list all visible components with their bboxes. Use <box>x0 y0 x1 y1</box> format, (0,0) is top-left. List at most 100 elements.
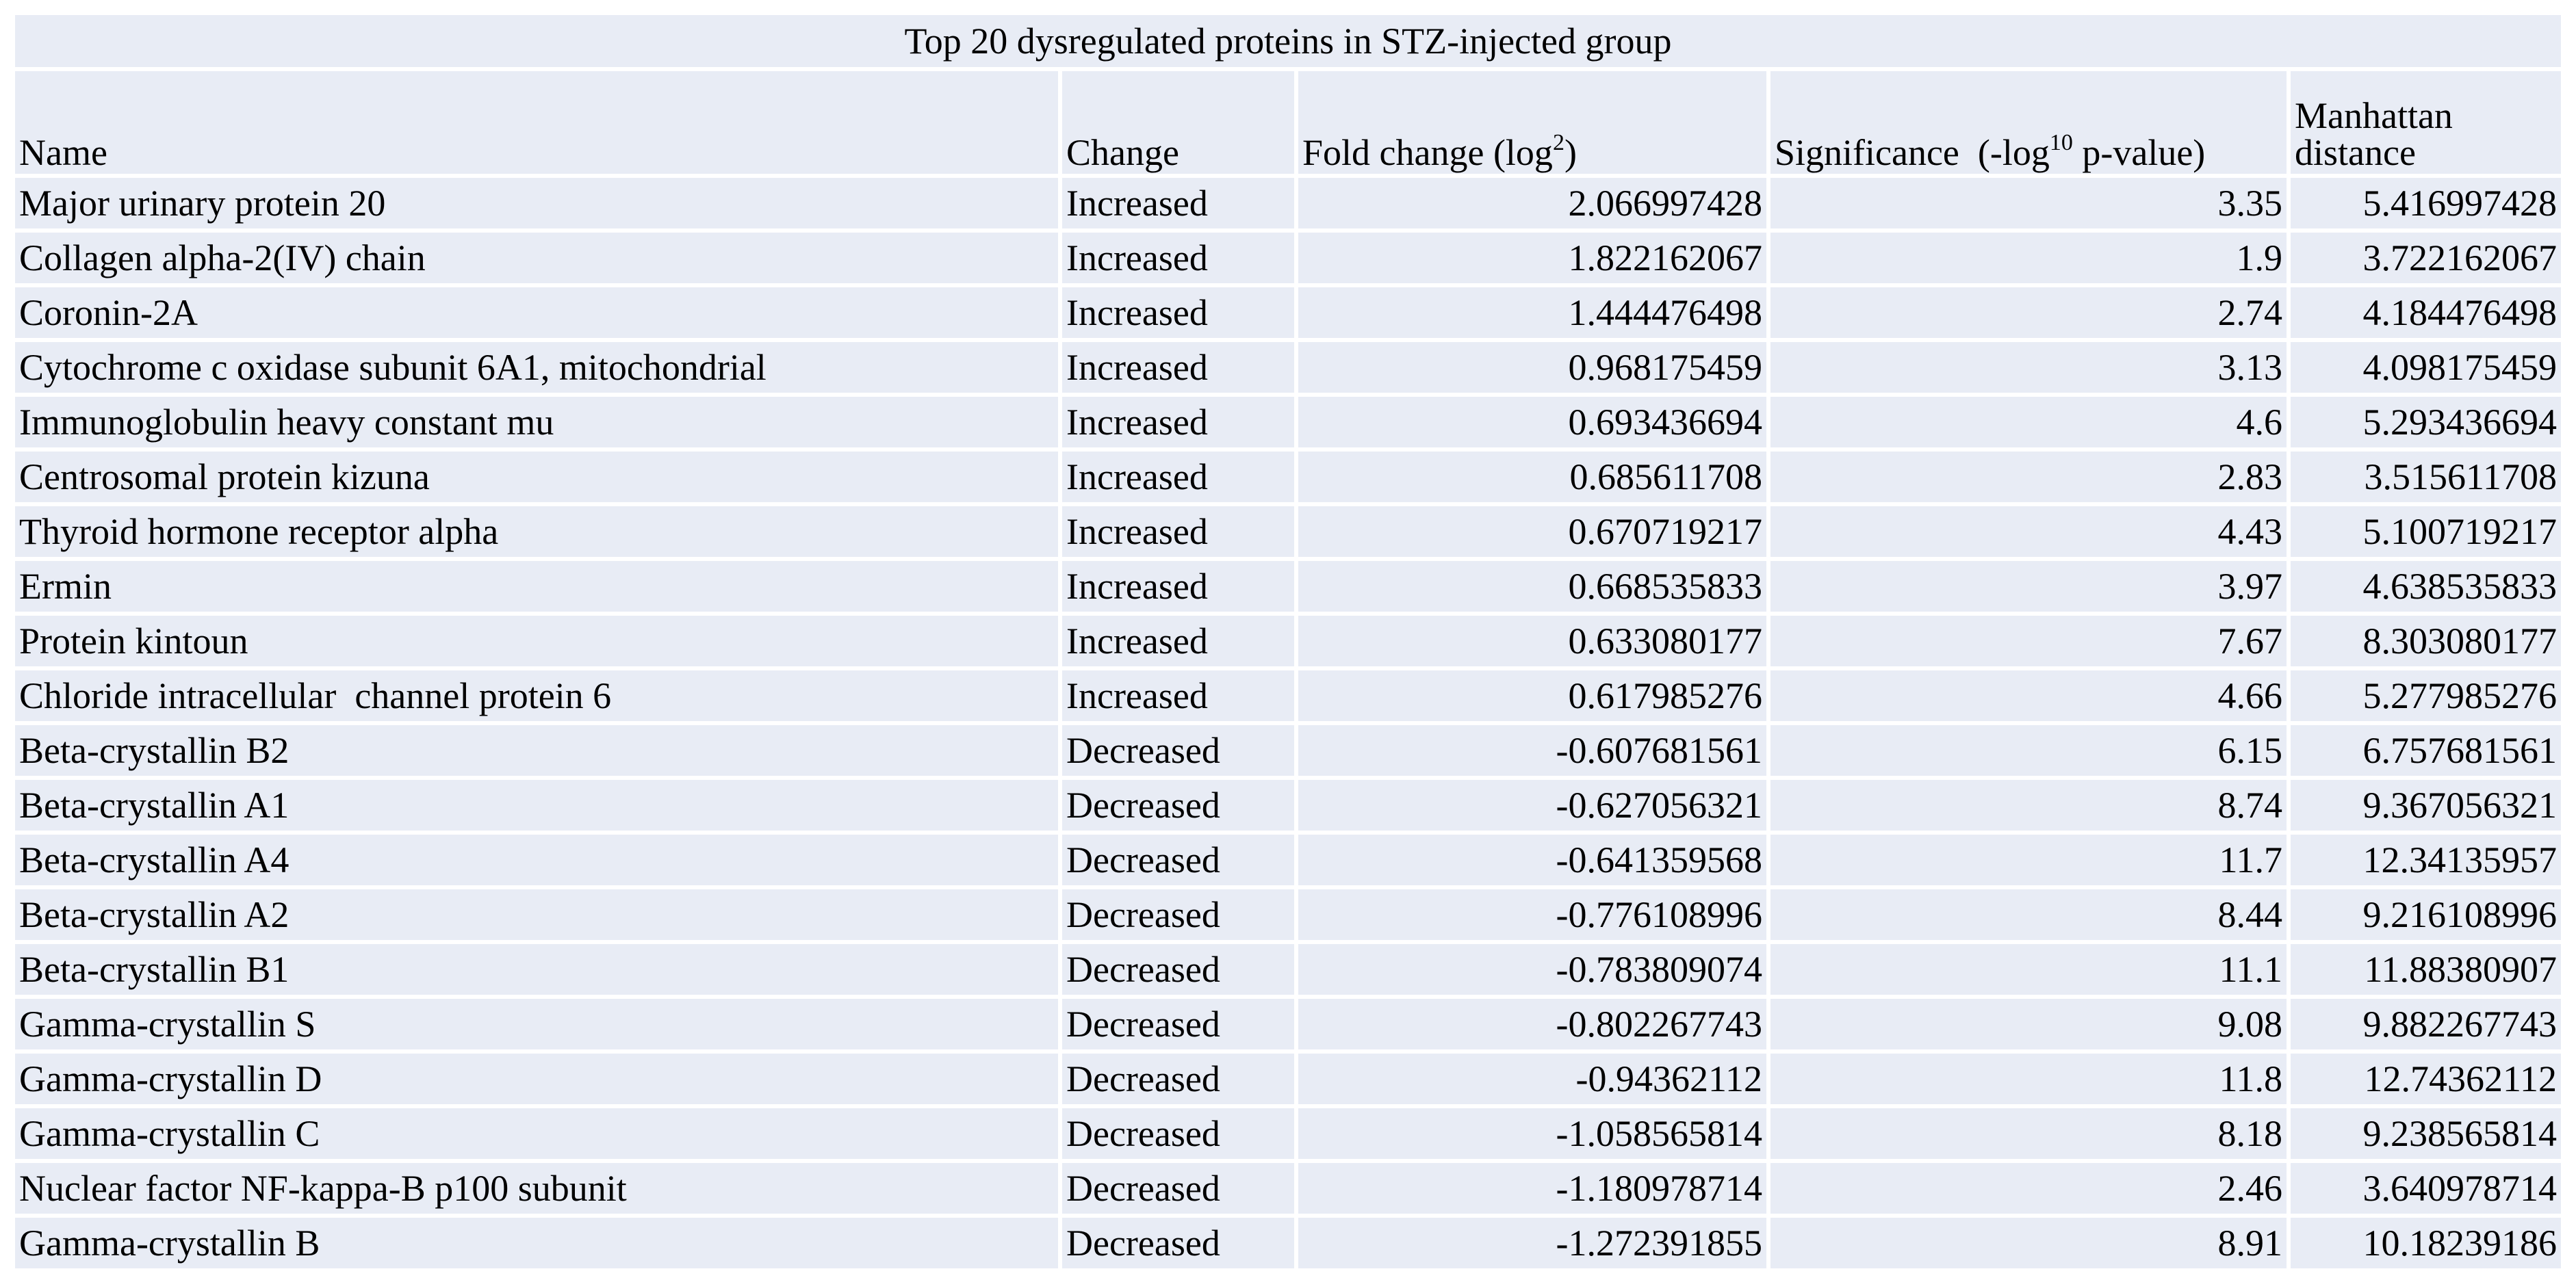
table-row: Beta-crystallin A1 Decreased -0.62705632… <box>15 780 2562 831</box>
cell-fold-change: 1.444476498 <box>1298 287 1770 338</box>
cell-change: Increased <box>1062 616 1298 666</box>
cell-manhattan: 11.88380907 <box>2291 944 2562 995</box>
cell-significance: 8.91 <box>1770 1218 2291 1268</box>
table-header-row: Name Change Fold change (log2) Significa… <box>15 71 2562 174</box>
proteins-table-container: Top 20 dysregulated proteins in STZ-inje… <box>15 15 2562 1272</box>
cell-manhattan: 10.18239186 <box>2291 1218 2562 1268</box>
header-sig-prefix: Significance (-log <box>1775 132 2050 173</box>
cell-significance: 9.08 <box>1770 999 2291 1049</box>
cell-significance: 8.18 <box>1770 1108 2291 1159</box>
cell-change: Decreased <box>1062 835 1298 885</box>
cell-significance: 4.43 <box>1770 506 2291 557</box>
cell-fold-change: -0.641359568 <box>1298 835 1770 885</box>
cell-name: Gamma-crystallin D <box>15 1054 1062 1104</box>
cell-fold-change: 0.670719217 <box>1298 506 1770 557</box>
header-significance: Significance (-log10 p-value) <box>1770 71 2291 174</box>
table-row: Gamma-crystallin D Decreased -0.94362112… <box>15 1054 2562 1104</box>
cell-fold-change: -1.180978714 <box>1298 1163 1770 1214</box>
table-row: Gamma-crystallin B Decreased -1.27239185… <box>15 1218 2562 1268</box>
table-row: Ermin Increased 0.668535833 3.97 4.63853… <box>15 561 2562 612</box>
table-row: Beta-crystallin B1 Decreased -0.78380907… <box>15 944 2562 995</box>
cell-manhattan: 9.882267743 <box>2291 999 2562 1049</box>
cell-fold-change: 0.633080177 <box>1298 616 1770 666</box>
cell-manhattan: 6.757681561 <box>2291 725 2562 776</box>
cell-fold-change: 0.617985276 <box>1298 670 1770 721</box>
cell-change: Decreased <box>1062 725 1298 776</box>
cell-name: Gamma-crystallin S <box>15 999 1062 1049</box>
header-sig-suffix: p-value) <box>2072 132 2206 173</box>
cell-fold-change: 0.968175459 <box>1298 342 1770 393</box>
cell-manhattan: 9.367056321 <box>2291 780 2562 831</box>
cell-significance: 8.44 <box>1770 889 2291 940</box>
cell-change: Decreased <box>1062 889 1298 940</box>
cell-significance: 2.46 <box>1770 1163 2291 1214</box>
cell-name: Beta-crystallin B1 <box>15 944 1062 995</box>
cell-change: Increased <box>1062 178 1298 228</box>
cell-change: Increased <box>1062 342 1298 393</box>
cell-change: Decreased <box>1062 944 1298 995</box>
cell-significance: 3.97 <box>1770 561 2291 612</box>
cell-fold-change: -1.058565814 <box>1298 1108 1770 1159</box>
cell-fold-change: 0.685611708 <box>1298 452 1770 502</box>
table-row: Beta-crystallin A2 Decreased -0.77610899… <box>15 889 2562 940</box>
cell-fold-change: -0.94362112 <box>1298 1054 1770 1104</box>
cell-name: Beta-crystallin A1 <box>15 780 1062 831</box>
table-row: Gamma-crystallin S Decreased -0.80226774… <box>15 999 2562 1049</box>
cell-change: Increased <box>1062 670 1298 721</box>
cell-significance: 7.67 <box>1770 616 2291 666</box>
cell-fold-change: -0.802267743 <box>1298 999 1770 1049</box>
cell-manhattan: 9.216108996 <box>2291 889 2562 940</box>
cell-manhattan: 3.515611708 <box>2291 452 2562 502</box>
cell-change: Increased <box>1062 397 1298 447</box>
cell-manhattan: 5.416997428 <box>2291 178 2562 228</box>
cell-name: Beta-crystallin B2 <box>15 725 1062 776</box>
cell-fold-change: -0.627056321 <box>1298 780 1770 831</box>
header-change: Change <box>1062 71 1298 174</box>
cell-significance: 11.1 <box>1770 944 2291 995</box>
header-name: Name <box>15 71 1062 174</box>
cell-change: Increased <box>1062 561 1298 612</box>
cell-manhattan: 3.722162067 <box>2291 233 2562 283</box>
table-row: Gamma-crystallin C Decreased -1.05856581… <box>15 1108 2562 1159</box>
cell-name: Major urinary protein 20 <box>15 178 1062 228</box>
cell-name: Beta-crystallin A2 <box>15 889 1062 940</box>
header-fold-sup: 2 <box>1552 130 1564 155</box>
cell-fold-change: 1.822162067 <box>1298 233 1770 283</box>
cell-name: Protein kintoun <box>15 616 1062 666</box>
cell-name: Collagen alpha-2(IV) chain <box>15 233 1062 283</box>
cell-manhattan: 9.238565814 <box>2291 1108 2562 1159</box>
cell-significance: 11.7 <box>1770 835 2291 885</box>
cell-name: Chloride intracellular channel protein 6 <box>15 670 1062 721</box>
cell-name: Thyroid hormone receptor alpha <box>15 506 1062 557</box>
cell-significance: 6.15 <box>1770 725 2291 776</box>
table-row: Protein kintoun Increased 0.633080177 7.… <box>15 616 2562 666</box>
cell-name: Nuclear factor NF-kappa-B p100 subunit <box>15 1163 1062 1214</box>
cell-fold-change: 0.693436694 <box>1298 397 1770 447</box>
cell-change: Decreased <box>1062 1218 1298 1268</box>
table-row: Major urinary protein 20 Increased 2.066… <box>15 178 2562 228</box>
table-row: Centrosomal protein kizuna Increased 0.6… <box>15 452 2562 502</box>
table-row: Coronin-2A Increased 1.444476498 2.74 4.… <box>15 287 2562 338</box>
cell-fold-change: 2.066997428 <box>1298 178 1770 228</box>
cell-fold-change: -0.783809074 <box>1298 944 1770 995</box>
cell-change: Decreased <box>1062 1054 1298 1104</box>
cell-manhattan: 3.640978714 <box>2291 1163 2562 1214</box>
cell-fold-change: -1.272391855 <box>1298 1218 1770 1268</box>
cell-fold-change: -0.607681561 <box>1298 725 1770 776</box>
cell-significance: 8.74 <box>1770 780 2291 831</box>
cell-name: Centrosomal protein kizuna <box>15 452 1062 502</box>
cell-manhattan: 8.303080177 <box>2291 616 2562 666</box>
cell-significance: 2.83 <box>1770 452 2291 502</box>
cell-manhattan: 12.74362112 <box>2291 1054 2562 1104</box>
cell-significance: 11.8 <box>1770 1054 2291 1104</box>
cell-manhattan: 12.34135957 <box>2291 835 2562 885</box>
header-sig-sup: 10 <box>2049 130 2073 155</box>
table-row: Nuclear factor NF-kappa-B p100 subunit D… <box>15 1163 2562 1214</box>
cell-name: Immunoglobulin heavy constant mu <box>15 397 1062 447</box>
table-row: Beta-crystallin A4 Decreased -0.64135956… <box>15 835 2562 885</box>
cell-manhattan: 4.098175459 <box>2291 342 2562 393</box>
table-row: Collagen alpha-2(IV) chain Increased 1.8… <box>15 233 2562 283</box>
cell-name: Coronin-2A <box>15 287 1062 338</box>
cell-fold-change: -0.776108996 <box>1298 889 1770 940</box>
header-fold-prefix: Fold change (log <box>1302 132 1553 173</box>
